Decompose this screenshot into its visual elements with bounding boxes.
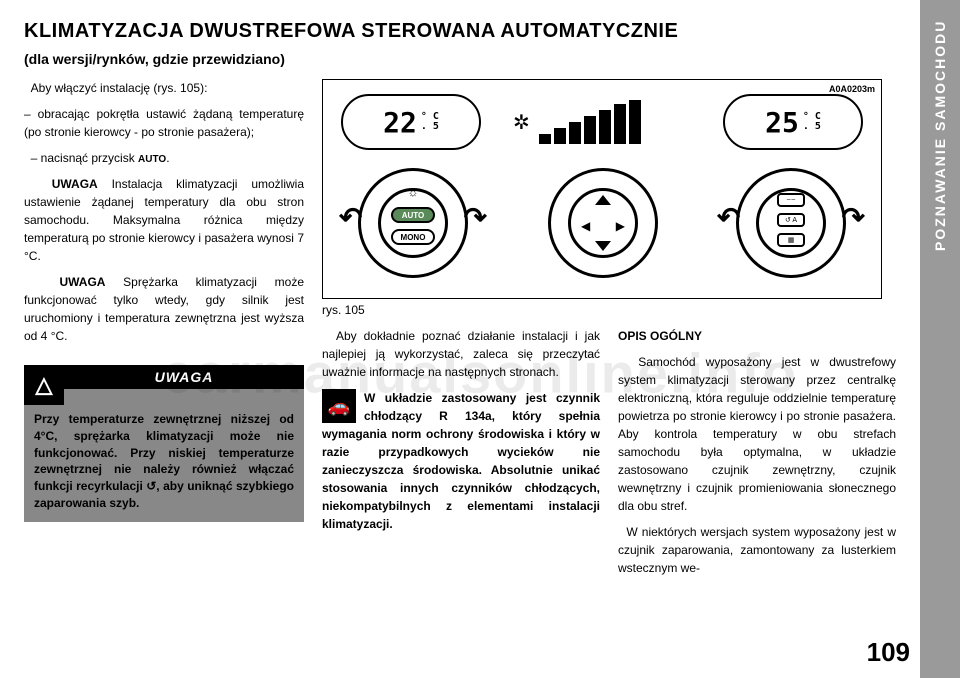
- left-p2: – obracając pokrętła ustawić żądaną temp…: [24, 105, 304, 141]
- arrow-down-icon: [595, 241, 611, 251]
- diagram-caption: rys. 105: [322, 303, 896, 317]
- warning-header: △ UWAGA: [24, 365, 304, 405]
- warning-body: Przy temperaturze zewnętrznej niższej od…: [24, 405, 304, 522]
- defrost-front-icon: ⌢⌢: [777, 193, 805, 207]
- fan-bar: [599, 110, 611, 144]
- page-title: KLIMATYZACJA DWUSTREFOWA STEROWANA AUTOM…: [24, 20, 896, 43]
- lower-columns: Aby dokładnie poznać działanie instalacj…: [322, 327, 896, 585]
- fan-icon: ✲: [513, 110, 530, 135]
- left-p1: Aby włączyć instalację (rys. 105):: [24, 79, 304, 97]
- left-p5: UWAGA Sprężarka klimatyzacji może funkcj…: [24, 273, 304, 345]
- section-tab: POZNAWANIE SAMOCHODU: [920, 0, 960, 678]
- fan-bar: [554, 128, 566, 144]
- temp-dial-left: AUTO MONO ☼ ↶ ↷: [358, 168, 468, 278]
- display-temp-left: 22 ° C. 5: [341, 94, 481, 150]
- left-p4: UWAGA Instalacja klimatyzacji umożliwia …: [24, 175, 304, 265]
- fan-bar: [539, 134, 551, 144]
- car-info-icon: 🚗: [322, 389, 356, 423]
- sun-icon: ☼: [408, 185, 419, 199]
- middle-column: Aby dokładnie poznać działanie instalacj…: [322, 327, 600, 585]
- page-number: 109: [867, 637, 910, 668]
- left-p3: – nacisnąć przycisk AUTO.: [24, 149, 304, 167]
- fan-bar: [569, 122, 581, 144]
- recirculation-icon: ↺ A: [777, 213, 805, 227]
- warning-box: △ UWAGA Przy temperaturze zewnętrznej ni…: [24, 365, 304, 522]
- arrow-right-icon: ↷: [464, 201, 487, 234]
- arrow-left-icon: ↶: [717, 201, 740, 234]
- page-subtitle: (dla wersji/rynków, gdzie przewidziano): [24, 51, 896, 67]
- warning-triangle-icon: △: [24, 365, 64, 405]
- arrow-up-icon: [595, 195, 611, 205]
- fan-bar: [614, 104, 626, 144]
- defrost-rear-icon: ▦: [777, 233, 805, 247]
- warning-label: UWAGA: [64, 365, 304, 389]
- mono-button: MONO: [391, 229, 435, 245]
- mid-p1: Aby dokładnie poznać działanie instalacj…: [322, 327, 600, 381]
- diagram-code: A0A0203m: [829, 84, 875, 94]
- chevron-left-icon: ◀: [581, 219, 590, 233]
- right-p2: W niektórych wersjach system wyposażony …: [618, 523, 896, 577]
- chevron-right-icon: ▶: [616, 219, 625, 233]
- fan-bar: [629, 100, 641, 144]
- manual-page: KLIMATYZACJA DWUSTREFOWA STEROWANA AUTOM…: [0, 0, 920, 678]
- content-row: Aby włączyć instalację (rys. 105): – obr…: [24, 79, 896, 585]
- fan-bar: [584, 116, 596, 144]
- display-temp-right: 25 ° C. 5: [723, 94, 863, 150]
- temp-dial-right: ⌢⌢ ↺ A ▦ ↶ ↷: [736, 168, 846, 278]
- arrow-left-icon: ↶: [339, 201, 362, 234]
- climate-panel-diagram: A0A0203m 22 ° C. 5 25 ° C. 5 ✲ AUTO MONO…: [322, 79, 882, 299]
- left-column: Aby włączyć instalację (rys. 105): – obr…: [24, 79, 304, 585]
- info-block: 🚗 W układzie zastosowany jest czynnik ch…: [322, 389, 600, 533]
- arrow-right-icon: ↷: [842, 201, 865, 234]
- right-p1: Samochód wyposażony jest w dwustrefowy s…: [618, 353, 896, 515]
- fan-speed-display: ✲: [513, 100, 641, 144]
- auto-button: AUTO: [391, 207, 435, 223]
- airflow-dial-center: ◀ ▶: [548, 168, 658, 278]
- right-area: A0A0203m 22 ° C. 5 25 ° C. 5 ✲ AUTO MONO…: [322, 79, 896, 585]
- right-heading: OPIS OGÓLNY: [618, 327, 896, 345]
- right-column: OPIS OGÓLNY Samochód wyposażony jest w d…: [618, 327, 896, 585]
